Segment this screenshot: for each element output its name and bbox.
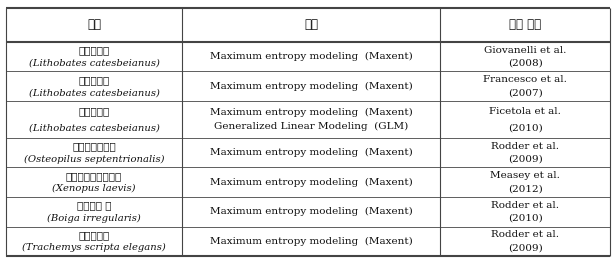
Text: Rodder et al.: Rodder et al. — [491, 230, 559, 239]
Text: (2009): (2009) — [508, 155, 543, 164]
Text: (Osteopilus septentrionalis): (Osteopilus septentrionalis) — [23, 155, 164, 164]
Text: (Lithobates catesbeianus): (Lithobates catesbeianus) — [28, 59, 160, 68]
Text: (Boiga irregularis): (Boiga irregularis) — [47, 214, 141, 223]
Text: 모델: 모델 — [304, 18, 318, 31]
Text: (2010): (2010) — [508, 123, 543, 132]
Text: Rodder et al.: Rodder et al. — [491, 142, 559, 151]
Text: (2007): (2007) — [508, 88, 543, 97]
Text: (Trachemys scripta elegans): (Trachemys scripta elegans) — [22, 243, 166, 252]
Text: (Xenopus laevis): (Xenopus laevis) — [52, 184, 136, 193]
Text: Francesco et al.: Francesco et al. — [483, 75, 567, 84]
Text: 황소개구리: 황소개구리 — [78, 45, 110, 55]
Text: Measey et al.: Measey et al. — [490, 171, 560, 180]
Text: Maximum entropy modeling  (Maxent): Maximum entropy modeling (Maxent) — [209, 178, 413, 187]
Text: Maximum entropy modeling  (Maxent): Maximum entropy modeling (Maxent) — [209, 148, 413, 157]
Text: Maximum entropy modeling  (Maxent): Maximum entropy modeling (Maxent) — [209, 107, 413, 117]
Text: (2009): (2009) — [508, 243, 543, 252]
Text: Maximum entropy modeling  (Maxent): Maximum entropy modeling (Maxent) — [209, 237, 413, 246]
Text: 황소개구리: 황소개구리 — [78, 106, 110, 116]
Text: (Lithobates catesbeianus): (Lithobates catesbeianus) — [28, 123, 160, 132]
Text: 황소개구리: 황소개구리 — [78, 75, 110, 85]
Text: Giovanelli et al.: Giovanelli et al. — [484, 46, 566, 55]
Text: 대상: 대상 — [87, 18, 101, 31]
Text: Maximum entropy modeling  (Maxent): Maximum entropy modeling (Maxent) — [209, 82, 413, 91]
Text: (2010): (2010) — [508, 214, 543, 223]
Text: 갈색나무 뱀: 갈색나무 뱀 — [76, 200, 111, 210]
Text: 관련 문헌: 관련 문헌 — [509, 18, 541, 31]
Text: 붉은귀거북: 붉은귀거북 — [78, 230, 110, 240]
Text: (2012): (2012) — [508, 184, 543, 193]
Text: (2008): (2008) — [508, 59, 543, 68]
Text: (Lithobates catesbeianus): (Lithobates catesbeianus) — [28, 88, 160, 97]
Text: Generalized Linear Modeling  (GLM): Generalized Linear Modeling (GLM) — [214, 122, 408, 131]
Text: Rodder et al.: Rodder et al. — [491, 201, 559, 210]
Text: Maximum entropy modeling  (Maxent): Maximum entropy modeling (Maxent) — [209, 52, 413, 61]
Text: Maximum entropy modeling  (Maxent): Maximum entropy modeling (Maxent) — [209, 207, 413, 216]
Text: Ficetola et al.: Ficetola et al. — [489, 107, 561, 116]
Text: 아프리카발톱개구리: 아프리카발톱개구리 — [66, 171, 122, 181]
Text: 쿠바나무개구리: 쿠바나무개구리 — [72, 141, 116, 151]
